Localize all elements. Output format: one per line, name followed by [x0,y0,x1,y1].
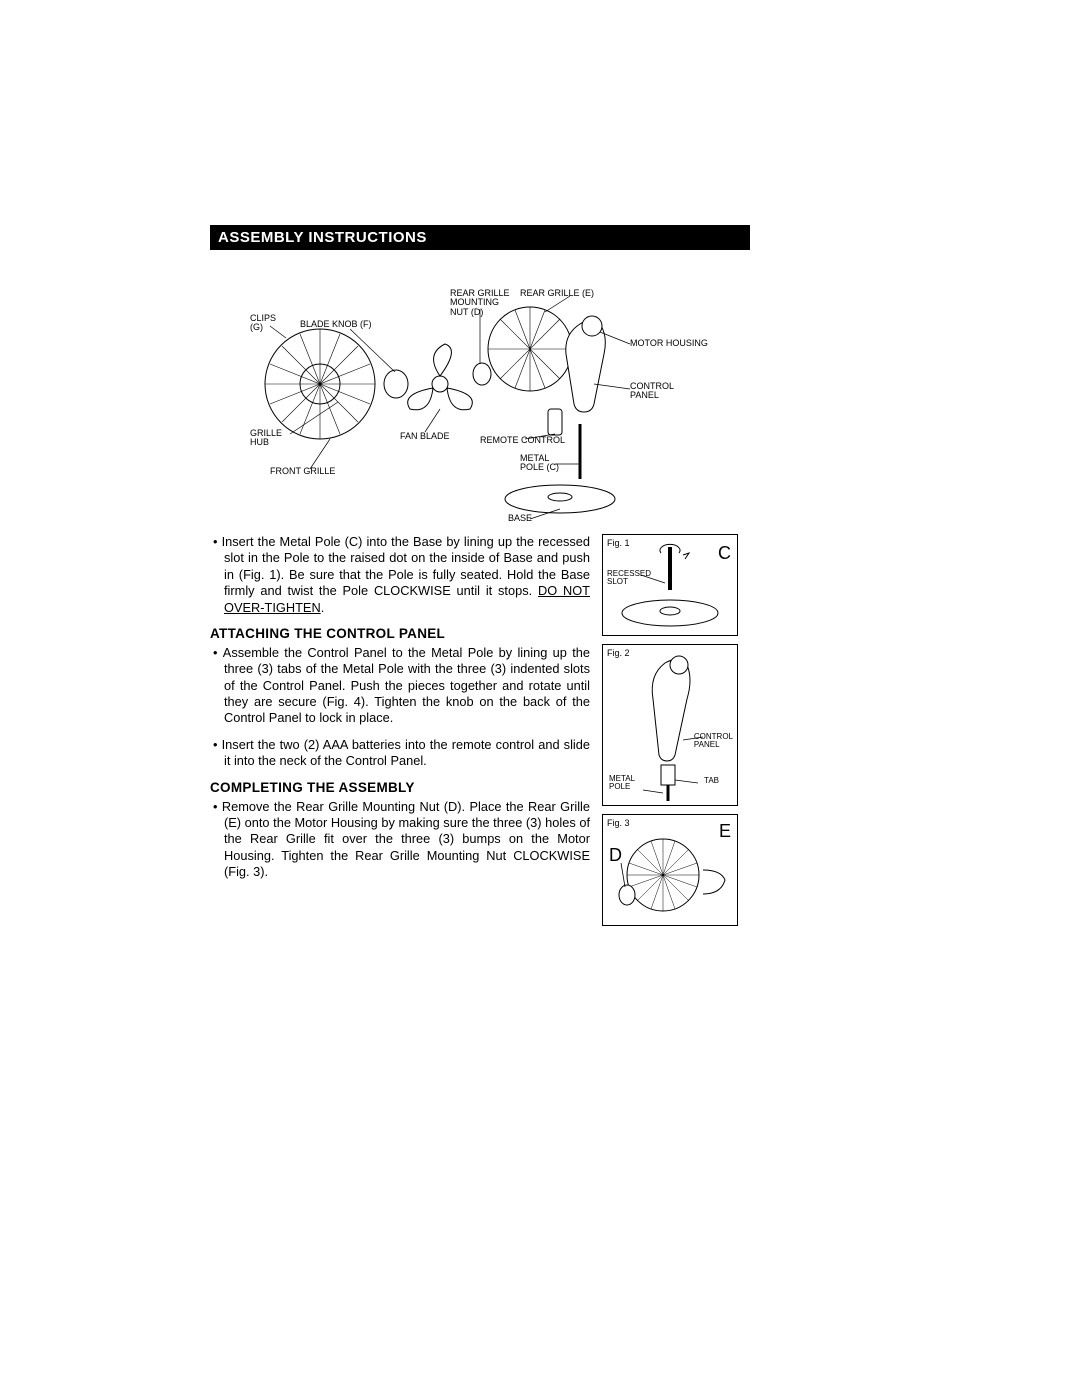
figure-3: Fig. 3 D E [602,814,738,926]
fig1-svg [603,535,737,635]
step-attach-2: • Insert the two (2) AAA batteries into … [210,737,590,770]
label-rear-grille-nut: REAR GRILLE MOUNTING NUT (D) [450,289,510,317]
label-remote: REMOTE CONTROL [480,436,565,445]
step-complete-1: • Remove the Rear Grille Mounting Nut (D… [210,799,590,881]
section-header: ASSEMBLY INSTRUCTIONS [210,225,750,250]
exploded-diagram: REAR GRILLE MOUNTING NUT (D) REAR GRILLE… [210,254,750,524]
label-clips-g: CLIPS (G) [250,314,276,333]
label-metal-pole: METAL POLE (C) [520,454,559,473]
label-control-panel: CONTROL PANEL [630,382,674,401]
step-base-pole: • Insert the Metal Pole (C) into the Bas… [210,534,590,616]
section-attach-heading: ATTACHING THE CONTROL PANEL [210,626,590,641]
step-complete-1-text: Remove the Rear Grille Mounting Nut (D).… [222,799,590,880]
instructions-column: • Insert the Metal Pole (C) into the Bas… [210,534,590,934]
label-base: BASE [508,514,532,523]
label-motor-housing: MOTOR HOUSING [630,339,708,348]
fig2-svg [603,645,737,805]
label-grille-hub: GRILLE HUB [250,429,282,448]
figure-2: Fig. 2 CONTROL PANEL METAL POLE TAB [602,644,738,806]
step-attach-1-text: Assemble the Control Panel to the Metal … [223,645,590,726]
label-front-grille: FRONT GRILLE [270,467,335,476]
label-blade-knob: BLADE KNOB (F) [300,320,372,329]
step-base-pole-a: Insert the Metal Pole (C) into the Base … [222,534,590,598]
step-attach-1: • Assemble the Control Panel to the Meta… [210,645,590,727]
step-attach-2-text: Insert the two (2) AAA batteries into th… [222,737,590,768]
figure-1: Fig. 1 C RECESSED SLOT [602,534,738,636]
label-rear-grille-e: REAR GRILLE (E) [520,289,594,298]
figures-column: Fig. 1 C RECESSED SLOT Fig. 2 [602,534,742,934]
fig3-svg [603,815,737,925]
section-complete-heading: COMPLETING THE ASSEMBLY [210,780,590,795]
step-base-pole-c: . [321,600,325,615]
label-fan-blade: FAN BLADE [400,432,450,441]
